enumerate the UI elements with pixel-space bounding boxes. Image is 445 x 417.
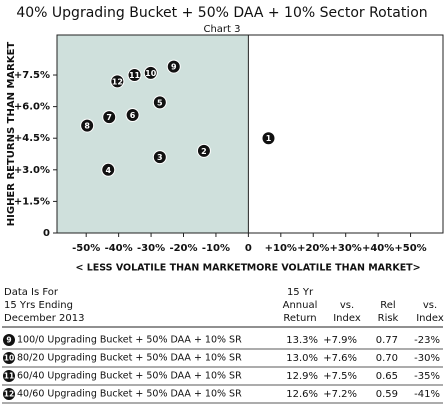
y-tick-label: 0 [43, 228, 50, 239]
y-tick-label: +3.0% [14, 165, 50, 176]
x-axis-title-left: < LESS VOLATILE THAN MARKET [75, 263, 247, 274]
cell: +7.5% [323, 371, 357, 382]
point-label: 4 [105, 166, 111, 175]
point-label: 10 [145, 69, 157, 78]
row-name: 60/40 Upgrading Bucket + 50% DAA + 10% S… [17, 371, 242, 382]
row-marker-label: 11 [4, 372, 14, 381]
point [152, 95, 167, 110]
point [152, 150, 167, 165]
cell: -41% [414, 389, 440, 400]
row-marker [3, 352, 15, 364]
cell: +7.9% [323, 335, 357, 346]
point [166, 59, 181, 74]
column-header: 15 Yr [287, 287, 314, 298]
cell: +7.2% [323, 389, 357, 400]
cell: -30% [414, 353, 440, 364]
point [110, 74, 125, 89]
point-label: 8 [84, 122, 90, 131]
point [80, 118, 95, 133]
row-marker-label: 9 [6, 336, 11, 345]
cell: 0.70 [376, 353, 398, 364]
cell: 13.0% [286, 353, 318, 364]
x-tick-label: 0 [245, 243, 252, 254]
point [101, 162, 116, 177]
point-label: 11 [129, 71, 141, 80]
cell: -23% [414, 335, 440, 346]
chart-title: 40% Upgrading Bucket + 50% DAA + 10% Sec… [16, 5, 427, 21]
row-marker-label: 10 [4, 354, 14, 363]
y-tick-label: +1.5% [14, 196, 50, 207]
x-tick-label: +10% [265, 243, 297, 254]
row-name: 40/60 Upgrading Bucket + 50% DAA + 10% S… [17, 389, 242, 400]
table-intro: Data Is For [4, 287, 59, 298]
cell: 13.3% [286, 335, 318, 346]
point-label: 6 [130, 111, 136, 120]
column-header: Index [416, 313, 444, 324]
cell: 0.59 [376, 389, 398, 400]
y-tick-label: +4.5% [14, 133, 50, 144]
point-label: 9 [171, 63, 177, 72]
point [143, 65, 158, 80]
point-label: 1 [266, 134, 272, 143]
column-header: Index [333, 313, 361, 324]
x-tick-label: -10% [202, 243, 230, 254]
point-label: 7 [106, 113, 112, 122]
x-tick-label: -40% [105, 243, 133, 254]
y-tick-label: +7.5% [14, 70, 50, 81]
x-axis-title-right: MORE VOLATILE THAN MARKET> [247, 263, 421, 274]
column-header: vs. [423, 300, 437, 311]
x-tick-label: +30% [330, 243, 362, 254]
x-tick-label: -30% [137, 243, 165, 254]
column-header: Annual [283, 300, 318, 311]
point-label: 2 [201, 147, 207, 156]
x-tick-label: +50% [394, 243, 426, 254]
point-label: 5 [157, 98, 163, 107]
row-marker [3, 334, 15, 346]
point [127, 68, 142, 83]
x-tick-label: -50% [72, 243, 100, 254]
row-marker-label: 12 [4, 390, 14, 399]
y-axis-title: HIGHER RETURNS THAN MARKET [6, 42, 17, 227]
y-tick-label: +6.0% [14, 102, 50, 113]
point [125, 108, 140, 123]
point [261, 131, 276, 146]
cell: 12.9% [286, 371, 318, 382]
point [196, 143, 211, 158]
x-tick-label: +40% [362, 243, 394, 254]
cell: 12.6% [286, 389, 318, 400]
x-tick-label: +20% [297, 243, 329, 254]
x-tick-label: -20% [169, 243, 197, 254]
table-intro: 15 Yrs Ending [4, 300, 73, 311]
cell: -35% [414, 371, 440, 382]
point [102, 110, 117, 125]
column-header: Rel [380, 300, 395, 311]
plot-frame [56, 34, 444, 234]
row-name: 100/0 Upgrading Bucket + 50% DAA + 10% S… [17, 335, 242, 346]
cell: 0.65 [376, 371, 398, 382]
row-name: 80/20 Upgrading Bucket + 50% DAA + 10% S… [17, 353, 242, 364]
row-marker [3, 388, 15, 400]
point-label: 3 [157, 153, 163, 162]
chart-subtitle: Chart 3 [203, 24, 240, 35]
table-intro: December 2013 [4, 313, 84, 324]
cell: 0.77 [376, 335, 398, 346]
row-marker [3, 370, 15, 382]
column-header: Return [283, 313, 316, 324]
less-volatile-region [57, 35, 249, 233]
cell: +7.6% [323, 353, 357, 364]
point-label: 12 [112, 77, 123, 86]
column-header: vs. [340, 300, 354, 311]
column-header: Risk [378, 313, 399, 324]
